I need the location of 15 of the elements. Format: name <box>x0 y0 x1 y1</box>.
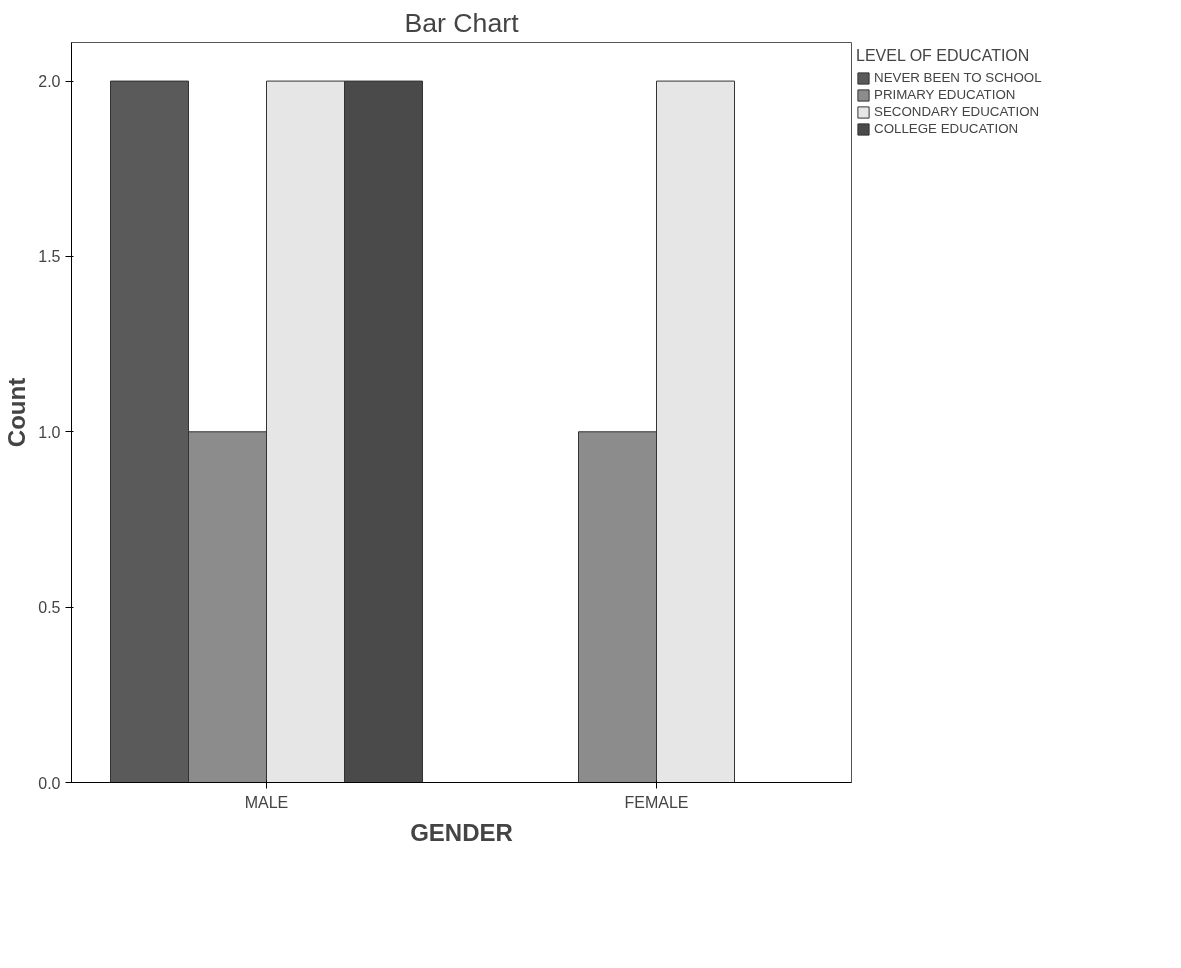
legend-label: SECONDARY EDUCATION <box>874 104 1040 119</box>
x-tick-label: MALE <box>244 793 289 811</box>
x-tick-label: FEMALE <box>624 793 689 811</box>
y-axis-title: Count <box>3 377 31 448</box>
y-tick-label: 1.0 <box>38 423 61 441</box>
chart-title: Bar Chart <box>404 7 520 38</box>
y-tick-label: 1.5 <box>38 248 61 266</box>
legend-label: NEVER BEEN TO SCHOOL <box>874 70 1042 85</box>
y-tick-label: 2.0 <box>38 73 61 91</box>
legend-label: PRIMARY EDUCATION <box>874 87 1016 102</box>
legend-label: COLLEGE EDUCATION <box>874 121 1019 136</box>
x-axis-title: GENDER <box>410 818 513 846</box>
y-tick-label: 0.0 <box>38 774 61 792</box>
y-tick-label: 0.5 <box>38 599 61 617</box>
legend-title: LEVEL OF EDUCATION <box>856 47 1031 65</box>
